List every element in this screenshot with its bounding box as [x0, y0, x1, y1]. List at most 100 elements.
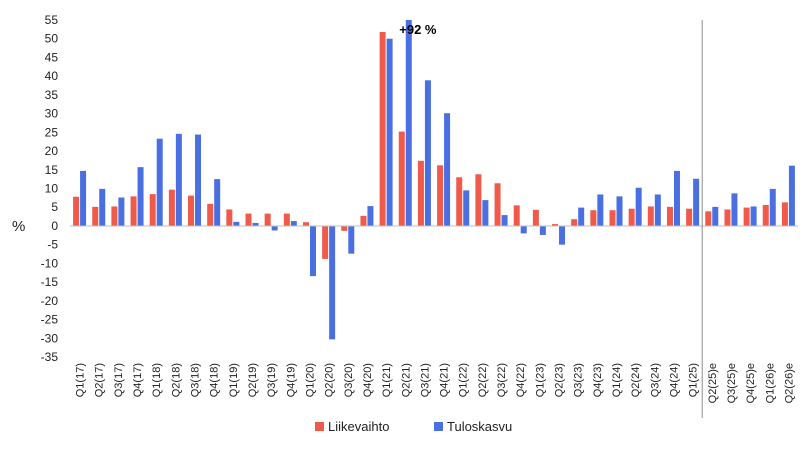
y-tick-label: -15 [41, 275, 59, 289]
bar-tuloskasvu-3 [137, 167, 144, 226]
bar-liikevaihto-21 [475, 174, 482, 226]
bar-liikevaihto-17 [398, 131, 405, 226]
x-tick-label: Q3(19) [266, 363, 278, 397]
y-tick-label: 10 [45, 182, 59, 196]
x-tick-label: Q4(17) [132, 363, 144, 397]
x-tick-label: Q4(23) [592, 363, 604, 397]
x-tick-label: Q4(18) [209, 363, 221, 397]
bars [73, 20, 795, 340]
bar-tuloskasvu-31 [673, 170, 680, 226]
bar-tuloskasvu-27 [597, 194, 604, 226]
bar-liikevaihto-2 [111, 206, 118, 226]
x-tick-label: Q2(19) [247, 363, 259, 397]
bar-liikevaihto-8 [226, 209, 233, 226]
bar-tuloskasvu-15 [367, 206, 374, 226]
bar-liikevaihto-19 [437, 165, 444, 226]
bar-tuloskasvu-16 [386, 38, 393, 226]
bar-liikevaihto-26 [571, 219, 578, 226]
bar-tuloskasvu-26 [578, 207, 585, 226]
bar-liikevaihto-36 [762, 204, 769, 226]
bar-liikevaihto-25 [552, 224, 559, 226]
y-axis-label: % [12, 218, 25, 235]
bar-tuloskasvu-33 [712, 206, 719, 226]
bar-liikevaihto-22 [494, 183, 501, 226]
bar-liikevaihto-14 [341, 225, 348, 231]
x-tick-label: Q1(17) [75, 363, 87, 397]
x-tick-label: Q3(17) [113, 363, 125, 397]
bar-liikevaihto-9 [245, 213, 252, 226]
x-tick-label: Q2(22) [477, 363, 489, 397]
y-tick-label: 15 [45, 163, 59, 177]
bar-tuloskasvu-13 [329, 225, 336, 340]
bar-liikevaihto-11 [283, 213, 290, 226]
bar-liikevaihto-29 [628, 208, 635, 226]
y-tick-label: -20 [41, 294, 59, 308]
bar-tuloskasvu-1 [99, 188, 106, 226]
x-tick-label: Q4(19) [285, 363, 297, 397]
bar-tuloskasvu-35 [750, 206, 757, 226]
bar-tuloskasvu-19 [444, 113, 451, 226]
bar-liikevaihto-10 [264, 213, 271, 226]
y-tick-label: -30 [41, 331, 59, 345]
y-tick-label: 35 [45, 88, 59, 102]
y-axis: 5550454035302520151050-5-10-15-20-25-30-… [41, 13, 59, 364]
bar-liikevaihto-1 [92, 206, 99, 226]
bar-liikevaihto-3 [130, 196, 137, 226]
y-tick-label: 0 [51, 219, 58, 233]
y-tick-label: -35 [41, 350, 59, 364]
bar-tuloskasvu-17 [405, 20, 412, 226]
x-tick-label: Q4(22) [515, 363, 527, 397]
x-tick-label: Q3(23) [573, 363, 585, 397]
y-tick-label: -10 [41, 256, 59, 270]
bar-tuloskasvu-32 [693, 178, 700, 226]
x-tick-label: Q2(23) [554, 363, 566, 397]
x-tick-label: Q1(22) [458, 363, 470, 397]
bar-liikevaihto-23 [513, 205, 520, 226]
bar-liikevaihto-35 [743, 207, 750, 226]
x-axis: Q1(17) Q2(17) Q3(17) Q4(17) Q1(18) Q2(18) Q3(1… [75, 363, 796, 403]
bar-tuloskasvu-10 [271, 225, 278, 231]
x-tick-label: Q1(21) [381, 363, 393, 397]
bar-liikevaihto-4 [149, 194, 156, 226]
x-tick-label: Q2(21) [400, 363, 412, 397]
x-tick-label: Q2(20) [324, 363, 336, 397]
x-tick-label: Q4(20) [362, 363, 374, 397]
x-tick-label: Q3(22) [496, 363, 508, 397]
x-tick-label: Q2(17) [94, 363, 106, 397]
bar-tuloskasvu-14 [348, 225, 355, 254]
x-tick-label: Q4(24) [668, 363, 680, 397]
bar-liikevaihto-5 [168, 189, 175, 226]
bar-tuloskasvu-24 [539, 225, 546, 235]
y-tick-label: 30 [45, 107, 59, 121]
bar-tuloskasvu-7 [214, 179, 221, 226]
annotation-label: +92 % [399, 22, 437, 37]
bar-tuloskasvu-9 [252, 222, 259, 226]
x-tick-label: Q3(25)e [726, 363, 738, 403]
y-tick-label: 40 [45, 69, 59, 83]
bar-liikevaihto-31 [666, 206, 673, 226]
bar-liikevaihto-0 [73, 196, 80, 226]
bar-tuloskasvu-37 [788, 165, 795, 226]
bar-liikevaihto-15 [360, 215, 367, 226]
bar-liikevaihto-16 [379, 31, 386, 226]
legend-swatch-liikevaihto [315, 422, 324, 431]
bar-tuloskasvu-30 [654, 194, 661, 226]
bar-liikevaihto-34 [724, 209, 731, 226]
x-tick-label: Q1(18) [151, 363, 163, 397]
bar-tuloskasvu-4 [156, 138, 163, 226]
bar-tuloskasvu-20 [463, 190, 470, 226]
bar-tuloskasvu-29 [635, 187, 642, 226]
legend-label-liikevaihto: Liikevaihto [328, 419, 389, 434]
x-tick-label: Q3(21) [419, 363, 431, 397]
y-tick-label: 45 [45, 50, 59, 64]
x-tick-label: Q1(24) [611, 363, 623, 397]
bar-tuloskasvu-8 [233, 221, 240, 226]
x-tick-label: Q2(24) [630, 363, 642, 397]
bar-liikevaihto-24 [532, 209, 539, 226]
x-tick-label: Q1(26)e [764, 363, 776, 403]
y-tick-label: 25 [45, 125, 59, 139]
x-tick-label: Q1(19) [228, 363, 240, 397]
x-tick-label: Q2(18) [170, 363, 182, 397]
bar-tuloskasvu-18 [424, 80, 431, 226]
